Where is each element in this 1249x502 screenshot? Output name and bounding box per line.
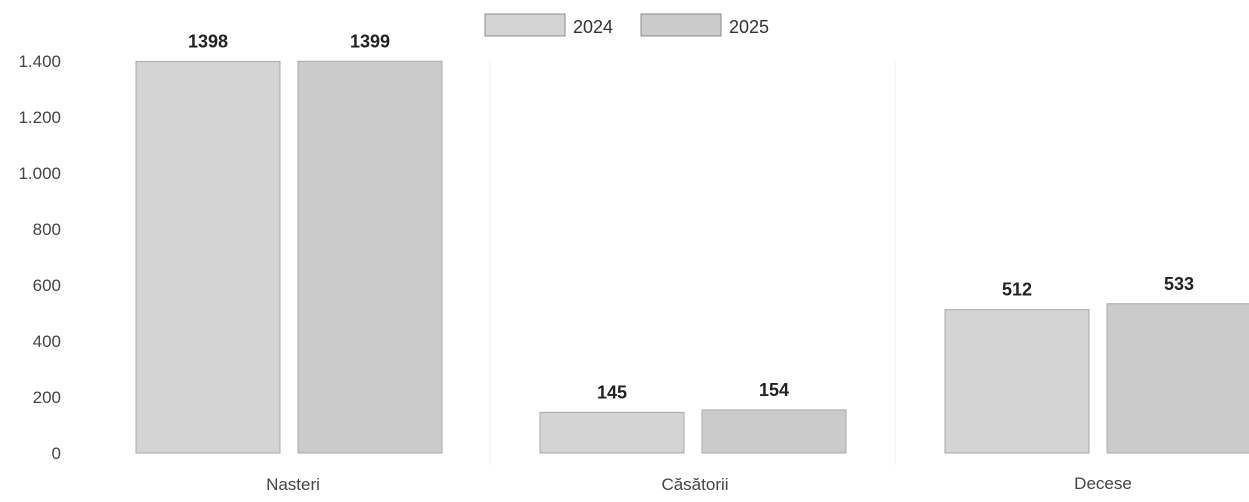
data-label: 512 (1002, 280, 1032, 300)
data-labels: 1398 1399 145 154 512 533 (188, 31, 1194, 402)
bar-2025-0 (297, 60, 443, 454)
data-label: 1398 (188, 32, 228, 52)
legend: 2024 2025 (484, 13, 769, 37)
legend-label-2025: 2025 (729, 17, 769, 37)
legend-swatch-2025 (640, 13, 722, 37)
y-tick-label: 400 (33, 332, 61, 351)
legend-label-2024: 2024 (573, 17, 613, 37)
bar-2025-1 (701, 409, 847, 454)
bar-2024-2 (944, 309, 1090, 454)
x-category-label: Decese (1074, 474, 1132, 493)
bars (135, 60, 1249, 454)
bar-2025-2 (1106, 303, 1249, 454)
y-tick-label: 1.200 (18, 108, 61, 127)
legend-swatch-2024 (484, 13, 566, 37)
x-category-label: Căsătorii (661, 475, 728, 494)
x-axis: Nasteri Căsătorii Decese (266, 474, 1132, 494)
data-label: 145 (597, 382, 627, 402)
y-tick-label: 600 (33, 276, 61, 295)
y-axis: 0 200 400 600 800 1.000 1.200 1.400 (18, 52, 896, 465)
y-tick-label: 1.400 (18, 52, 61, 71)
y-tick-label: 1.000 (18, 164, 61, 183)
bar-2024-0 (135, 61, 281, 454)
bar-2024-1 (539, 411, 685, 454)
y-tick-label: 800 (33, 220, 61, 239)
data-label: 154 (759, 380, 789, 400)
y-tick-label: 0 (52, 444, 61, 463)
data-label: 1399 (350, 31, 390, 51)
y-tick-label: 200 (33, 388, 61, 407)
x-category-label: Nasteri (266, 475, 320, 494)
data-label: 533 (1164, 274, 1194, 294)
